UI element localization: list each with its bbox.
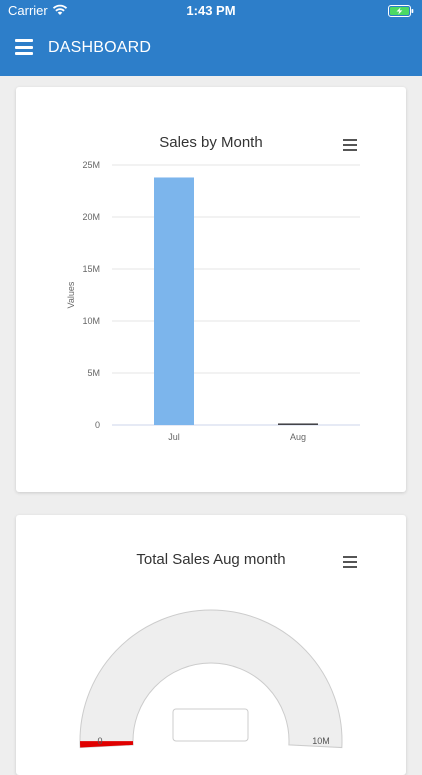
gauge-chart: 0 10M	[79, 609, 343, 749]
app-header: Carrier 1:43 PM DASHBOARD	[0, 0, 422, 76]
status-time: 1:43 PM	[186, 3, 236, 18]
bar-chart: 0 5M 10M 15M 20M 25M Values Jul Aug	[66, 160, 360, 442]
x-tick-label: Aug	[290, 432, 306, 442]
y-tick-label: 25M	[82, 160, 100, 170]
gauge-value-band	[80, 741, 134, 748]
menu-button[interactable]	[15, 39, 33, 55]
y-tick-label: 0	[95, 420, 100, 430]
x-tick-label: Jul	[168, 432, 180, 442]
y-tick-label: 15M	[82, 264, 100, 274]
chart-title: Sales by Month	[159, 134, 263, 151]
total-sales-card: Total Sales Aug month 0 10M	[16, 515, 406, 775]
y-tick-label: 20M	[82, 212, 100, 222]
sales-by-month-card: Sales by Month 0 5M 10M 15M 20M 25M Values Jul A…	[16, 87, 406, 492]
wifi-icon	[52, 4, 68, 15]
carrier-label: Carrier	[8, 3, 48, 18]
y-tick-label: 5M	[87, 368, 100, 378]
page-title: DASHBOARD	[48, 39, 152, 56]
battery-charging-icon	[388, 5, 414, 17]
gauge-min-label: 0	[97, 736, 102, 746]
gauge-background	[79, 609, 343, 749]
bar	[278, 423, 318, 425]
gauge-max-label: 10M	[312, 736, 330, 746]
chart-menu-button[interactable]	[343, 139, 357, 151]
gauge-title: Total Sales Aug month	[136, 551, 286, 568]
y-tick-label: 10M	[82, 316, 100, 326]
y-axis-label: Values	[66, 281, 76, 308]
bar	[154, 177, 194, 425]
status-bar: Carrier 1:43 PM	[0, 0, 422, 22]
gauge-menu-button[interactable]	[343, 556, 357, 568]
gauge-value-label	[172, 708, 249, 742]
